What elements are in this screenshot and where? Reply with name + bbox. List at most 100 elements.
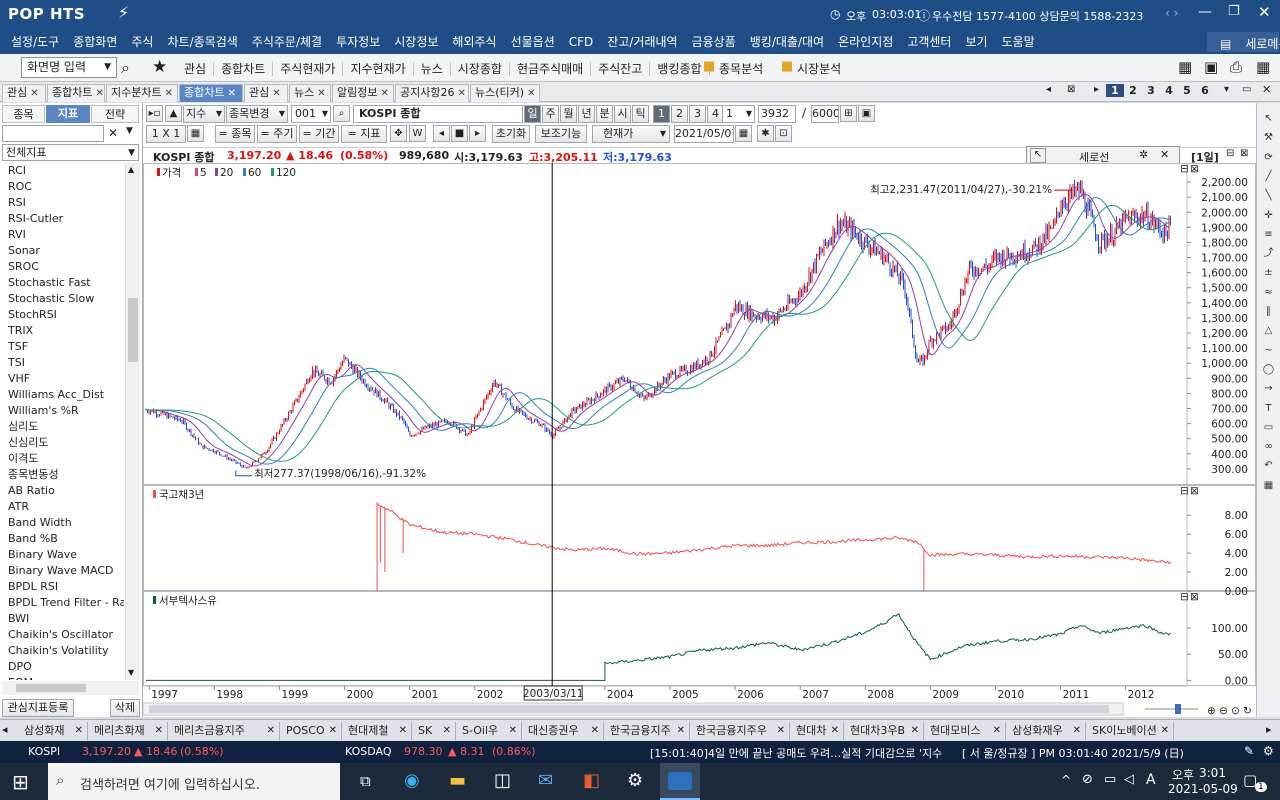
reset-button[interactable]: 초기화 [492,125,530,143]
grid-icon[interactable]: ▦ [187,125,204,142]
page-next-icon[interactable]: ▸ [1094,84,1100,95]
indicator-item[interactable]: AB Ratio [8,484,55,497]
indicator-item[interactable]: Band Width [8,516,72,529]
cross-icon[interactable]: ✛ [1264,209,1273,221]
stock-shortcut[interactable]: SK이노베이션 ✕ [1086,722,1174,740]
play-icon[interactable]: ▸▫ [146,105,163,122]
chart-scroll-thumb[interactable] [149,705,1109,713]
volume-icon[interactable]: ◁ [1124,772,1134,787]
zigzag-icon[interactable]: ≈ [1264,286,1273,298]
news-ticker[interactable]: [15:01:40]4일 만에 끝난 공매도 우려…실적 기대감으로 '지수 [650,747,943,760]
crosshair-tool-icon[interactable]: ↖ [1030,148,1046,163]
toolbar-link-5[interactable]: 시장종합 [450,62,510,76]
indicator-item[interactable]: RSI [8,196,26,209]
windows-start-icon[interactable]: ⊞ [12,770,29,794]
box-icon[interactable]: ▭ [1263,421,1274,433]
menu-item-14[interactable]: 고객센터 [907,35,952,49]
close-icon[interactable]: ✕ [154,725,163,736]
tab-strategy[interactable]: 전략 [91,105,139,123]
toolbar-link-4[interactable]: 뉴스 [413,62,451,76]
calculator-icon[interactable]: ▦ [1178,58,1193,76]
tab-close-icon[interactable]: ✕ [227,88,236,99]
stockbar-prev-icon[interactable]: ◂ [2,723,8,736]
menu-item-12[interactable]: 뱅킹/대출/대여 [749,35,825,49]
chevron-down-icon[interactable]: ▼ [126,126,133,136]
menu-item-1[interactable]: 종합화면 [73,35,118,49]
nav-arrows-icon[interactable]: ‹ › [1165,6,1179,20]
interval-button-2[interactable]: 2 [671,105,688,123]
vertical-menu-button[interactable]: ▤ 세로메뉴 [1207,32,1280,52]
toolbar-link-8[interactable]: 뱅킹종합 [650,62,710,76]
date-input[interactable]: 2021/05/07 [674,125,734,143]
sync-period-button[interactable]: = 주기 [257,125,297,143]
stock-shortcut[interactable]: S-Oil우 ✕ [456,722,522,740]
zoom-out-icon[interactable]: ⊖ [1219,705,1228,717]
screen-tab-2[interactable]: 지수분차트 ✕ [106,84,178,102]
scroll-up-icon[interactable]: ▲ [128,165,135,174]
stock-shortcut[interactable]: 현대차3우B ✕ [844,722,924,740]
file-explorer-icon[interactable]: ▬ [449,770,467,791]
chart-canvas[interactable]: ⊟ ⊠⊟ ⊠⊟ ⊠2,200.002,100.002,000.001,900.001,… [143,163,1256,717]
indicator-item[interactable]: Chaikin's Oscillator [8,628,114,641]
delete-indicator-button[interactable]: 삭제 [110,699,140,717]
change-stock-button[interactable]: 종목변경 ▼ [226,105,288,123]
minimize-icon[interactable]: — [1198,4,1212,20]
resize-icon[interactable]: ✥ [390,125,407,142]
monitor-tray-icon[interactable]: ▭ [1104,772,1117,787]
stock-shortcut[interactable]: 현대제철 ✕ [342,722,412,740]
tool-icon[interactable]: ⚒ [1264,132,1273,144]
indicator-item[interactable]: TSI [8,356,25,369]
toolbar-link-3[interactable]: 지수현재가 [343,62,414,76]
tab-stock[interactable]: 종목 [2,105,45,123]
interval-button-3[interactable]: 3 [689,105,706,123]
toolbar-folder-0[interactable]: 종목분석 [719,62,764,76]
period-button-2[interactable]: 월 [560,105,577,123]
pane-close-icon[interactable]: ⊠ [1190,591,1199,603]
indicator-item[interactable]: TSF [8,340,29,353]
close-icon[interactable]: ✕ [442,725,451,736]
stock-code-input[interactable]: 001 ▼ [291,105,331,123]
close-icon[interactable]: ✕ [1258,3,1271,21]
close-icon[interactable]: ✕ [74,725,83,736]
menu-item-7[interactable]: 해외주식 [452,35,497,49]
triangle-icon[interactable]: △ [1264,325,1273,337]
indicator-item[interactable]: ROC [8,180,32,193]
menu-item-6[interactable]: 시장정보 [394,35,439,49]
add-chart-icon[interactable]: ⊞ [840,105,857,122]
line-icon[interactable]: ⟳ [1264,151,1273,163]
menu-item-9[interactable]: CFD [568,35,594,49]
close-icon[interactable]: ✕ [1072,725,1081,736]
close-icon[interactable]: ✕ [910,725,919,736]
star-icon[interactable]: ★ [152,57,168,77]
toolbar-link-1[interactable]: 종합차트 [214,62,274,76]
indicator-item[interactable]: Binary Wave MACD [8,564,114,577]
menu-item-16[interactable]: 도움말 [1001,35,1035,49]
stockbar-next-icon[interactable]: ▸ [1266,723,1272,736]
fib-icon[interactable]: ∥ [1266,306,1271,317]
input-lang[interactable]: A [1146,772,1156,788]
indicator-item[interactable]: BPDL Trend Filter - Raw [8,596,124,609]
stock-shortcut[interactable]: 삼성화재 ✕ [18,722,88,740]
close-chart-icon[interactable]: ⊠ [1240,148,1249,159]
tab-indicator[interactable]: 지표 [46,105,90,123]
print-icon[interactable]: ⎙ [1230,58,1243,76]
stock-shortcut[interactable]: 삼성화재우 ✕ [1006,722,1086,740]
horizontal-scrollbar[interactable] [2,681,139,695]
stock-shortcut[interactable]: 한국금융지주 ✕ [604,722,690,740]
screen-tab-8[interactable]: 뉴스(티커) ✕ [470,84,540,102]
menu-item-13[interactable]: 온라인지점 [838,35,894,49]
lightning-icon[interactable]: ⚡ [118,3,130,22]
restore-icon[interactable]: ❐ [1228,4,1240,19]
pages-menu-icon[interactable]: ▾ [1224,84,1230,95]
indicator-item[interactable]: 심리도 [8,420,39,433]
menu-item-8[interactable]: 선물옵션 [510,35,555,49]
undo-icon[interactable]: ↶ [1264,460,1273,472]
search-icon[interactable]: ⌕ [121,58,130,77]
toolbar-folder-1[interactable]: 시장분석 [797,62,842,76]
scroll-thumb[interactable] [128,298,138,362]
screen-tab-7[interactable]: 공지사항26 ✕ [395,84,469,102]
period-button-3[interactable]: 년 [578,105,595,123]
minimize-screen-icon[interactable]: ▭ [1242,84,1252,95]
zoom-slider-thumb[interactable] [1175,704,1181,714]
fit-icon[interactable]: ⊙ [1231,705,1240,717]
